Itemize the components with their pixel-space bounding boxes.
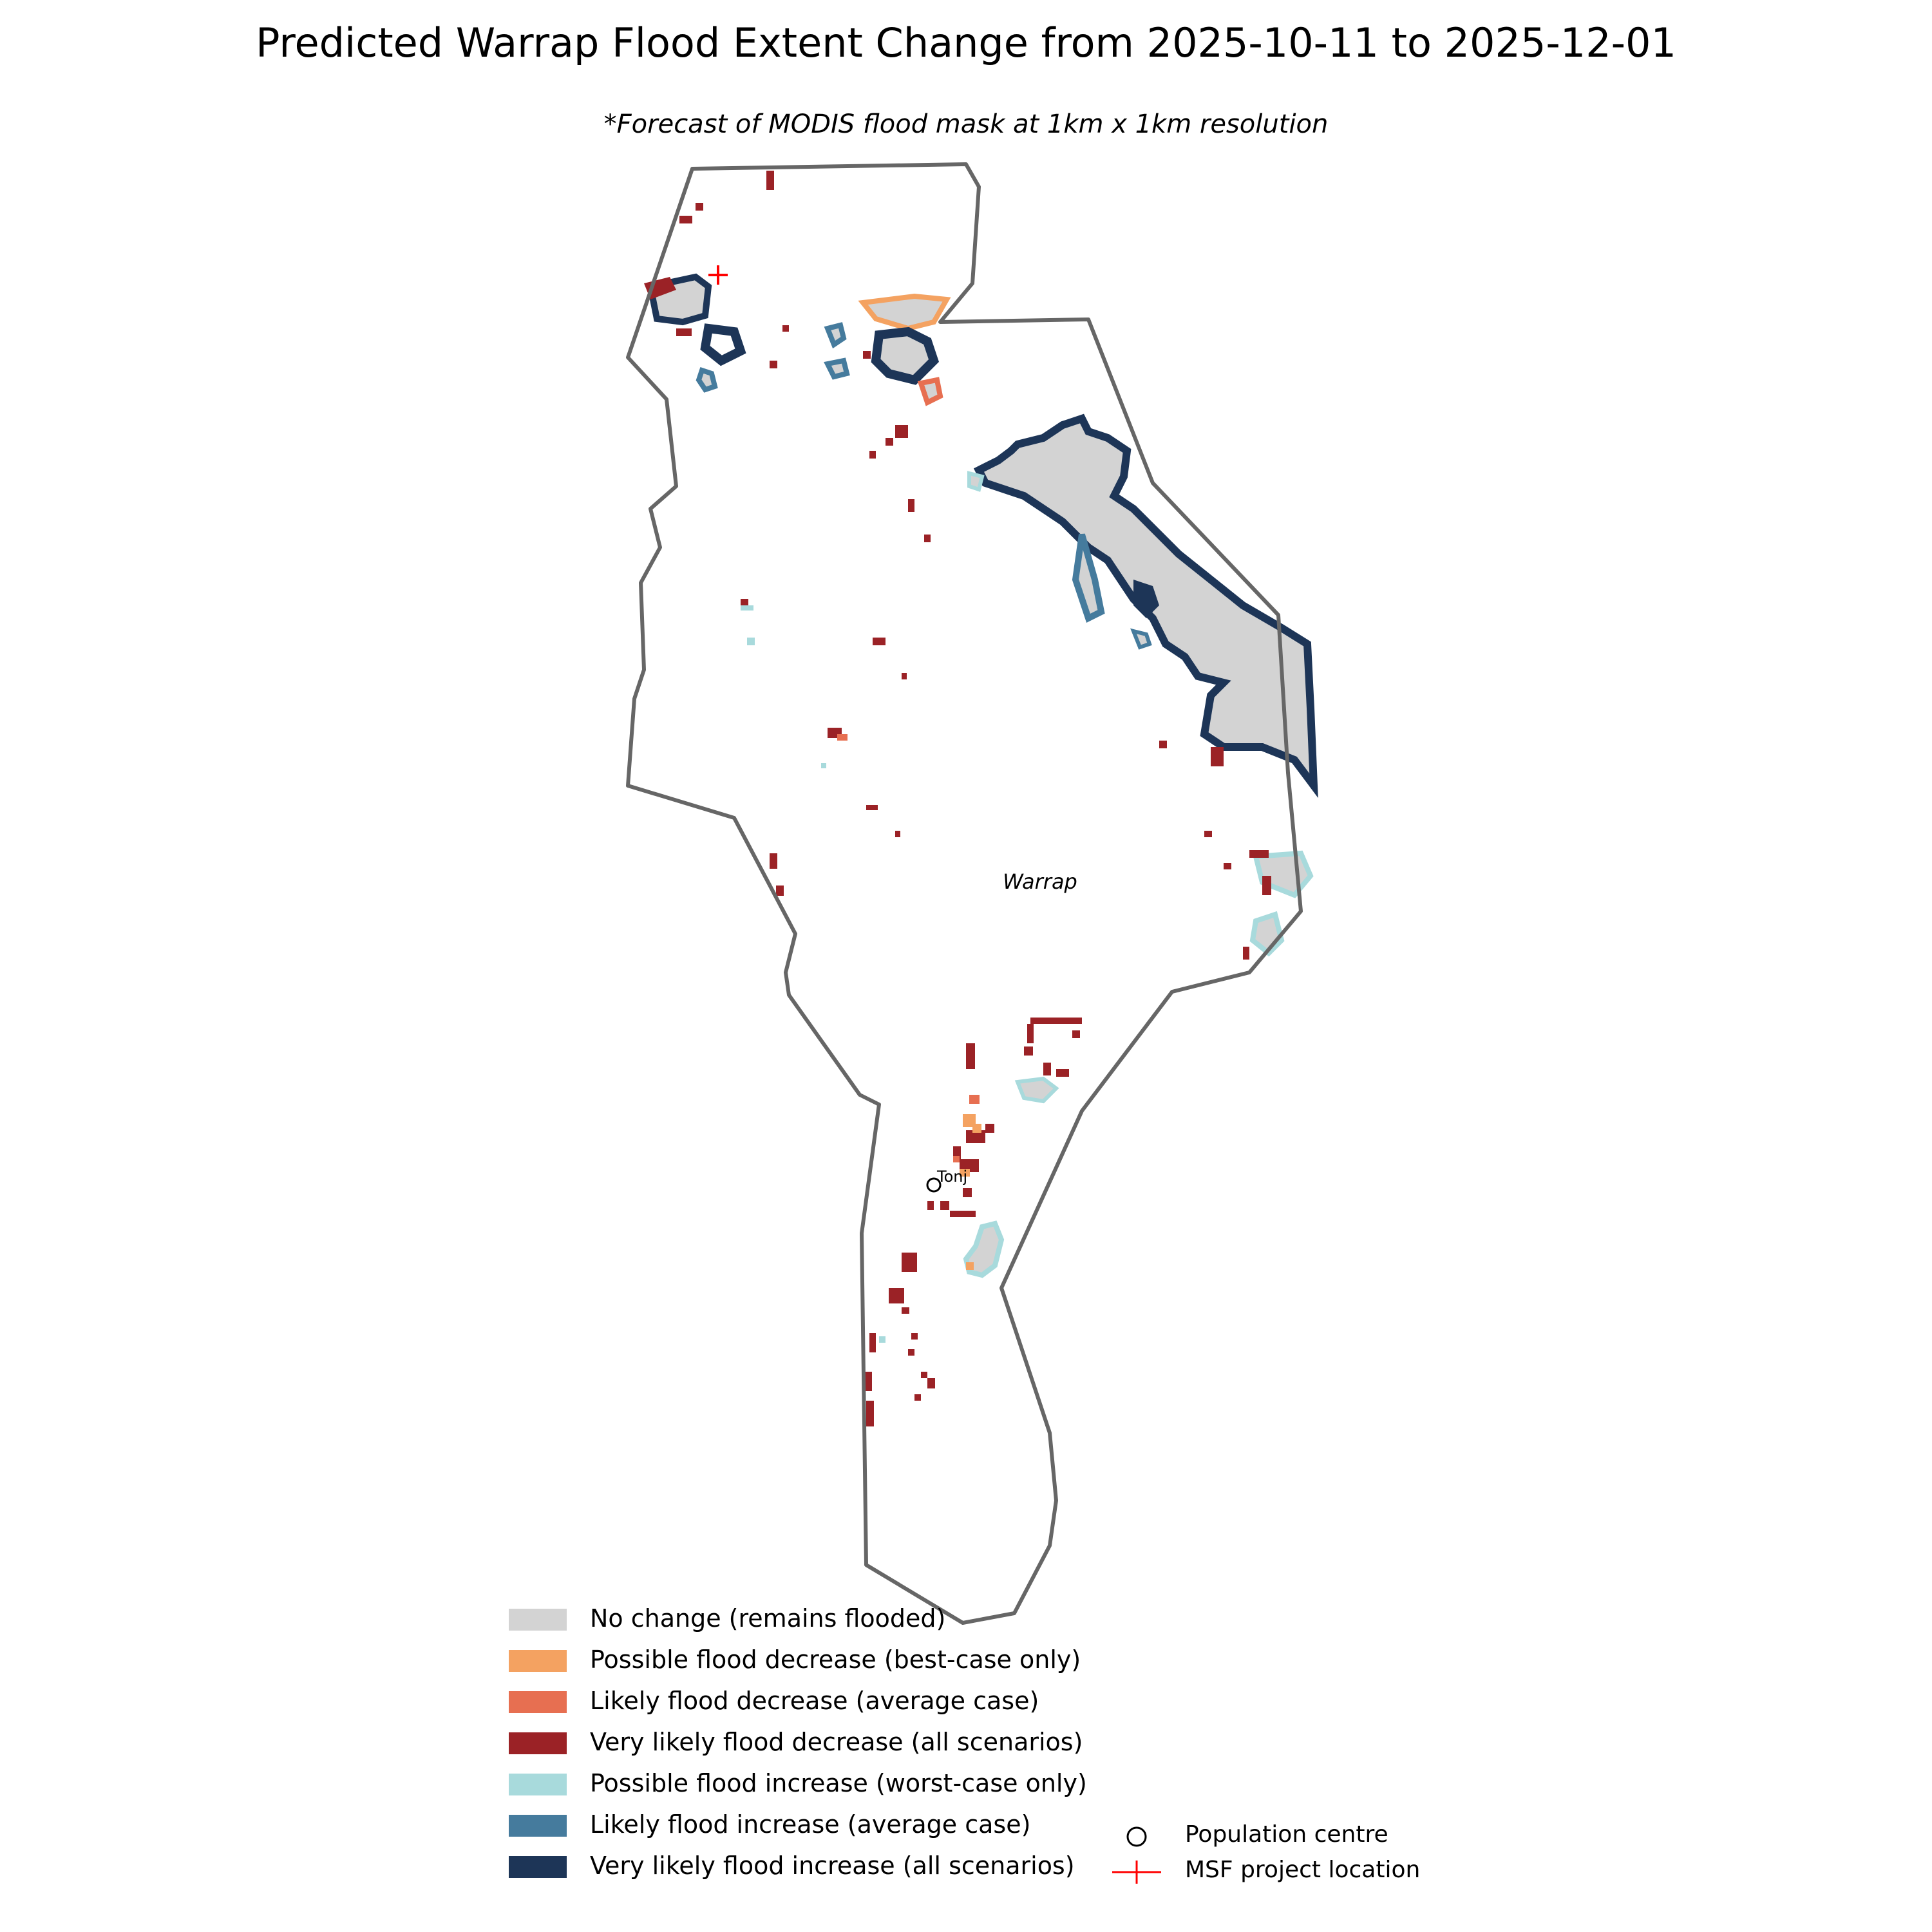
map-subtitle: *Forecast of MODIS flood mask at 1km x 1… [603, 109, 1329, 139]
legend-label: Very likely flood increase (all scenario… [590, 1852, 1075, 1880]
plus-icon [1112, 1861, 1161, 1884]
flood-raster [644, 171, 1318, 1426]
legend-label: Possible flood increase (worst-case only… [590, 1769, 1087, 1797]
legend-swatch [509, 1650, 567, 1672]
map-title: Predicted Warrap Flood Extent Change fro… [256, 19, 1676, 66]
legend-swatch [509, 1732, 567, 1754]
legend-label: Population centre [1185, 1821, 1388, 1848]
msf-project-marker [708, 265, 728, 285]
legend-label: MSF project location [1185, 1857, 1421, 1883]
population-centre-tonj [926, 1177, 942, 1193]
legend-label: Likely flood increase (average case) [590, 1810, 1031, 1839]
legend-label: Very likely flood decrease (all scenario… [590, 1728, 1083, 1756]
legend-swatch [509, 1815, 567, 1837]
circle-icon [1126, 1826, 1147, 1847]
town-label-tonj: Tonj [936, 1168, 967, 1186]
legend-label: Likely flood decrease (average case) [590, 1687, 1039, 1715]
flood-patch-nc1 [858, 293, 951, 332]
region-label: Warrap [1003, 869, 1077, 894]
legend-label: Possible flood decrease (best-case only) [590, 1645, 1081, 1674]
warrap-boundary [626, 162, 1303, 1625]
legend-label: No change (remains flooded) [590, 1604, 946, 1633]
legend-swatch [509, 1691, 567, 1713]
legend-swatch [509, 1609, 567, 1631]
legend-swatch [509, 1856, 567, 1878]
legend-swatch [509, 1774, 567, 1795]
